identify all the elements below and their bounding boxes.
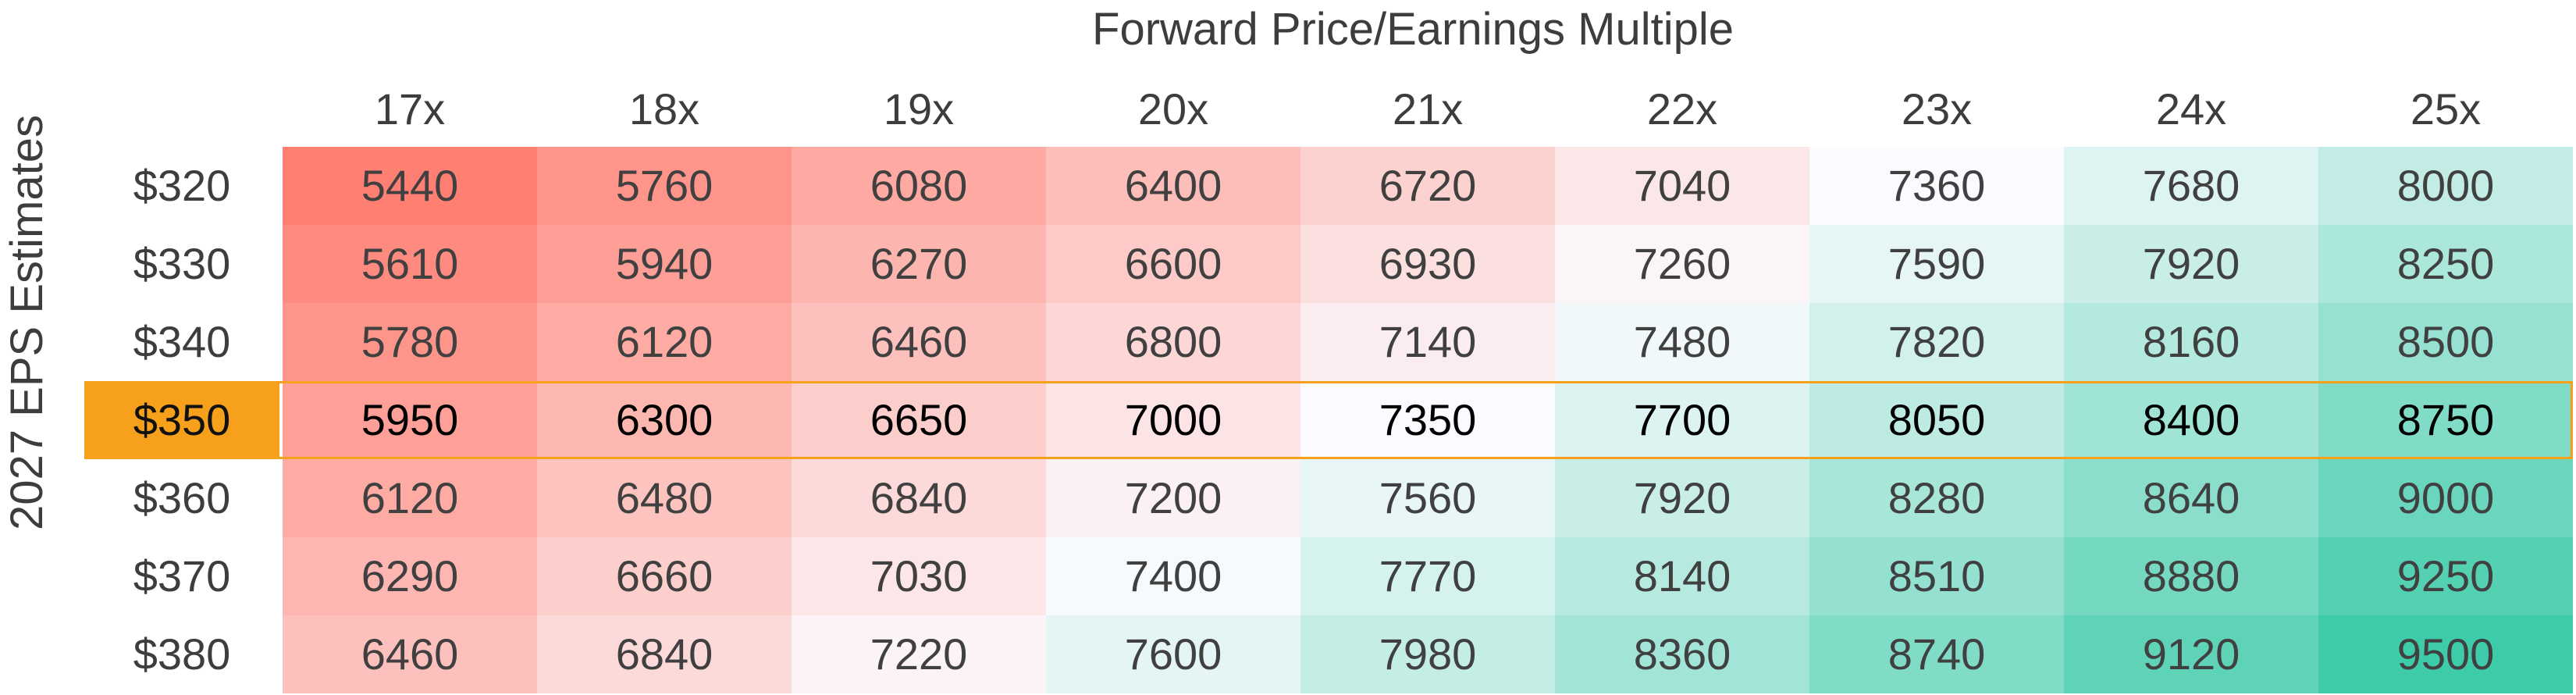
y-axis-title: 2027 EPS Estimates [2,115,52,530]
row-header: $340 [133,317,231,366]
column-header: 19x [883,84,955,134]
heatmap-cell: 8280 [1809,459,2064,537]
heatmap-cell: 5780 [283,303,537,381]
heatmap-cell: 8140 [1555,537,1809,615]
heatmap-cell: 6800 [1046,303,1300,381]
heatmap-cell: 6300 [537,381,792,459]
row-header: $370 [133,551,231,601]
heatmap-cell: 7260 [1555,225,1809,303]
heatmap-cell: 6720 [1300,147,1555,225]
heatmap-cell: 7360 [1809,147,2064,225]
heatmap-cell: 7920 [2064,225,2318,303]
heatmap-cell: 8360 [1555,615,1809,693]
heatmap-cell: 8050 [1809,381,2064,459]
heatmap-cell: 6270 [792,225,1046,303]
heatmap-cell: 5950 [283,381,537,459]
heatmap-cell: 7590 [1809,225,2064,303]
heatmap-cell: 6840 [537,615,792,693]
row-header-highlighted: $350 [84,381,279,459]
heatmap-cell: 7680 [2064,147,2318,225]
heatmap-cell: 6650 [792,381,1046,459]
row-header: $320 [133,161,231,210]
heatmap-cell: 7560 [1300,459,1555,537]
heatmap-cell: 7000 [1046,381,1300,459]
heatmap-cell: 8740 [1809,615,2064,693]
heatmap-cell: 8500 [2318,303,2573,381]
heatmap-cell: 7040 [1555,147,1809,225]
column-header: 18x [628,84,700,134]
heatmap-cell: 6120 [283,459,537,537]
column-header: 24x [2155,84,2227,134]
heatmap-cell: 8510 [1809,537,2064,615]
heatmap-cell: 7480 [1555,303,1809,381]
heatmap-cell: 9500 [2318,615,2573,693]
row-header: $330 [133,239,231,288]
heatmap-cell: 5760 [537,147,792,225]
heatmap-cell: 7770 [1300,537,1555,615]
heatmap-cell: 7030 [792,537,1046,615]
heatmap-cell: 9250 [2318,537,2573,615]
heatmap-cell: 6290 [283,537,537,615]
heatmap-cell: 5610 [283,225,537,303]
heatmap-cell: 8880 [2064,537,2318,615]
heatmap-cell: 6400 [1046,147,1300,225]
column-header: 23x [1901,84,1973,134]
heatmap-cell: 9120 [2064,615,2318,693]
heatmap-cell: 7700 [1555,381,1809,459]
heatmap-cell: 7220 [792,615,1046,693]
column-header: 22x [1646,84,1718,134]
row-header: $380 [133,629,231,679]
heatmap-cell: 9000 [2318,459,2573,537]
heatmap-cell: 6460 [283,615,537,693]
x-axis-title: Forward Price/Earnings Multiple [1092,4,1734,55]
column-header: 21x [1392,84,1464,134]
heatmap-cell: 5940 [537,225,792,303]
heatmap-cell: 7350 [1300,381,1555,459]
heatmap-cell: 6930 [1300,225,1555,303]
column-header: 20x [1137,84,1209,134]
heatmap-cell: 7980 [1300,615,1555,693]
heatmap-cell: 8250 [2318,225,2573,303]
row-header: $360 [133,473,231,522]
heatmap-cell: 6480 [537,459,792,537]
heatmap-cell: 6840 [792,459,1046,537]
heatmap-cell: 6120 [537,303,792,381]
heatmap-cell: 7200 [1046,459,1300,537]
heatmap-cell: 8400 [2064,381,2318,459]
heatmap-cell: 6660 [537,537,792,615]
heatmap-cell: 7400 [1046,537,1300,615]
heatmap-cell: 7600 [1046,615,1300,693]
heatmap-cell: 8160 [2064,303,2318,381]
heatmap-cell: 7140 [1300,303,1555,381]
heatmap-cell: 8750 [2318,381,2573,459]
column-header: 17x [374,84,446,134]
heatmap-cell: 7920 [1555,459,1809,537]
heatmap-cell: 6600 [1046,225,1300,303]
heatmap-cell: 6460 [792,303,1046,381]
heatmap-cell: 6080 [792,147,1046,225]
heatmap-cell: 8000 [2318,147,2573,225]
column-header: 25x [2410,84,2482,134]
heatmap-cell: 5440 [283,147,537,225]
heatmap-cell: 7820 [1809,303,2064,381]
heatmap-cell: 8640 [2064,459,2318,537]
